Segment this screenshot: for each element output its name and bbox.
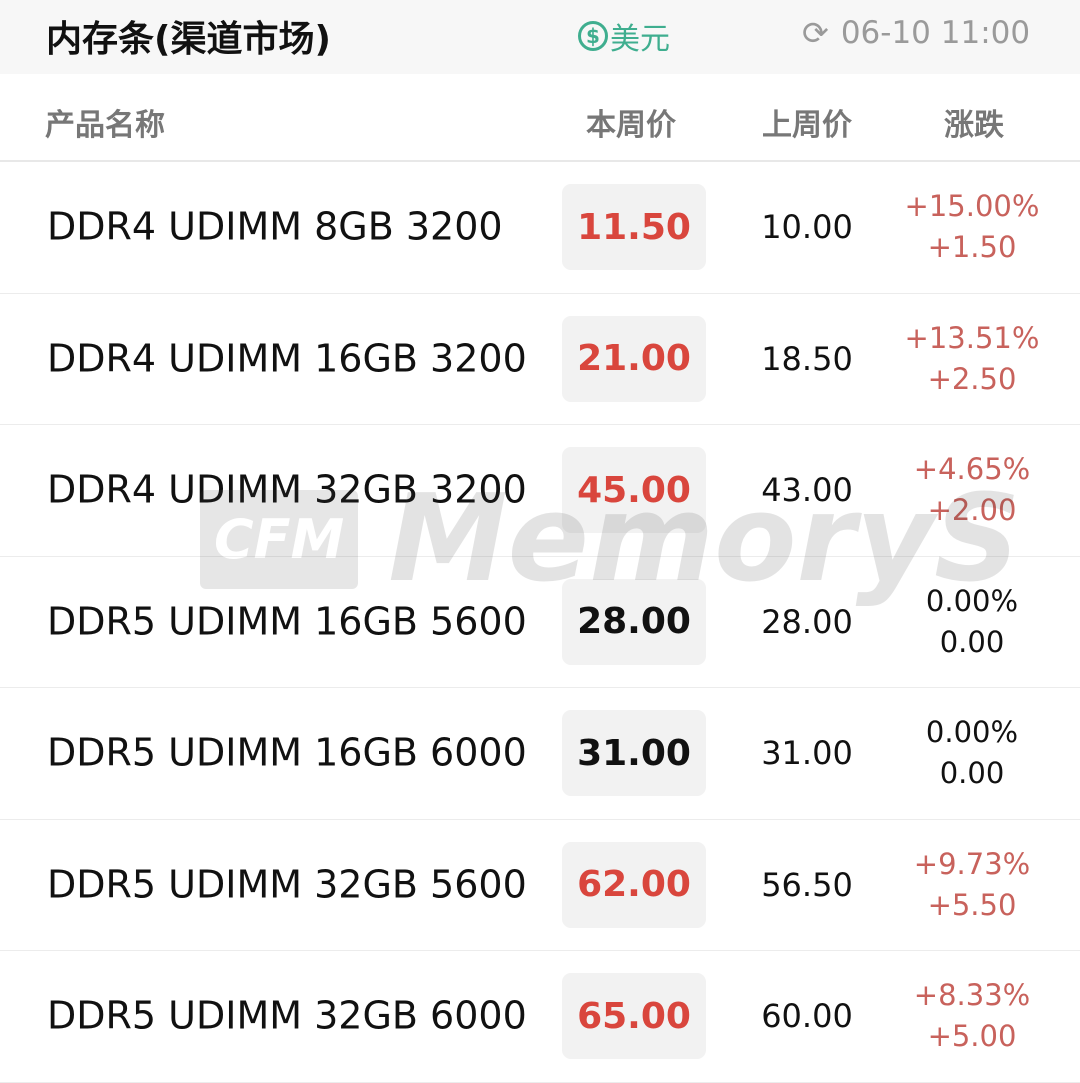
this-week-price: 62.00 [562, 841, 706, 928]
product-name: DDR5 UDIMM 32GB 6000 [47, 993, 527, 1038]
product-name: DDR5 UDIMM 32GB 5600 [47, 862, 527, 907]
change-cell: +9.73% +5.50 [890, 844, 1054, 926]
change-cell: 0.00% 0.00 [890, 581, 1054, 663]
currency-label: 美元 [610, 22, 670, 57]
dollar-circle-icon: $ [578, 21, 608, 51]
price-table: DDR4 UDIMM 8GB 3200 11.50 10.00 +15.00% +… [0, 162, 1080, 1083]
change-cell: +8.33% +5.00 [890, 975, 1054, 1057]
refresh-icon: ⟳ [802, 14, 829, 52]
last-week-price: 28.00 [761, 602, 853, 641]
last-week-price: 56.50 [761, 865, 853, 904]
change-percent: +8.33% [913, 978, 1031, 1013]
last-week-price: 43.00 [761, 471, 853, 510]
col-this-week: 本周价 [586, 108, 676, 143]
product-name: DDR5 UDIMM 16GB 5600 [47, 599, 527, 644]
last-week-price: 60.00 [761, 997, 853, 1036]
change-cell: 0.00% 0.00 [890, 712, 1054, 794]
table-row[interactable]: DDR4 UDIMM 32GB 3200 45.00 43.00 +4.65% +… [0, 425, 1080, 557]
header-bar: 内存条(渠道市场) $ 美元 ⟳ 06-10 11:00 [0, 0, 1080, 74]
last-week-price: 10.00 [761, 208, 853, 247]
change-percent: 0.00% [925, 583, 1019, 618]
table-row[interactable]: DDR5 UDIMM 16GB 5600 28.00 28.00 0.00% 0.… [0, 557, 1080, 688]
page-title: 内存条(渠道市场) [46, 19, 331, 60]
change-cell: +13.51% +2.50 [890, 318, 1054, 400]
change-amount: +1.50 [927, 230, 1017, 265]
change-amount: +2.50 [927, 361, 1017, 396]
table-row[interactable]: DDR5 UDIMM 16GB 6000 31.00 31.00 0.00% 0.… [0, 688, 1080, 820]
col-change: 涨跌 [944, 108, 1004, 143]
this-week-price: 28.00 [562, 578, 706, 665]
change-amount: +2.00 [927, 493, 1017, 528]
timestamp: 06-10 11:00 [840, 15, 1031, 51]
product-name: DDR4 UDIMM 32GB 3200 [47, 467, 527, 512]
this-week-price: 65.00 [562, 973, 706, 1060]
change-percent: +15.00% [904, 189, 1040, 224]
table-row[interactable]: DDR5 UDIMM 32GB 6000 65.00 60.00 +8.33% +… [0, 951, 1080, 1083]
change-cell: +15.00% +1.50 [890, 186, 1054, 268]
table-row[interactable]: DDR5 UDIMM 32GB 5600 62.00 56.50 +9.73% +… [0, 820, 1080, 951]
refresh-timestamp[interactable]: ⟳ 06-10 11:00 [802, 14, 1030, 52]
change-amount: +5.50 [927, 887, 1017, 922]
change-percent: 0.00% [925, 715, 1019, 750]
product-name: DDR5 UDIMM 16GB 6000 [47, 730, 527, 775]
change-percent: +9.73% [913, 846, 1031, 881]
column-header: 产品名称 本周价 上周价 涨跌 [0, 74, 1080, 162]
product-name: DDR4 UDIMM 8GB 3200 [47, 204, 503, 249]
change-percent: +4.65% [913, 452, 1031, 487]
this-week-price: 45.00 [562, 447, 706, 534]
this-week-price: 11.50 [562, 184, 706, 271]
col-name: 产品名称 [45, 108, 165, 143]
currency-toggle[interactable]: $ 美元 [578, 14, 670, 58]
this-week-price: 21.00 [562, 315, 706, 402]
change-cell: +4.65% +2.00 [890, 449, 1054, 531]
change-percent: +13.51% [904, 320, 1040, 355]
change-amount: +5.00 [927, 1019, 1017, 1054]
change-amount: 0.00 [939, 756, 1005, 791]
product-name: DDR4 UDIMM 16GB 3200 [47, 336, 527, 381]
change-amount: 0.00 [939, 624, 1005, 659]
last-week-price: 31.00 [761, 734, 853, 773]
this-week-price: 31.00 [562, 710, 706, 797]
table-row[interactable]: DDR4 UDIMM 8GB 3200 11.50 10.00 +15.00% +… [0, 162, 1080, 294]
table-row[interactable]: DDR4 UDIMM 16GB 3200 21.00 18.50 +13.51%… [0, 294, 1080, 425]
col-last-week: 上周价 [762, 108, 852, 143]
last-week-price: 18.50 [761, 339, 853, 378]
